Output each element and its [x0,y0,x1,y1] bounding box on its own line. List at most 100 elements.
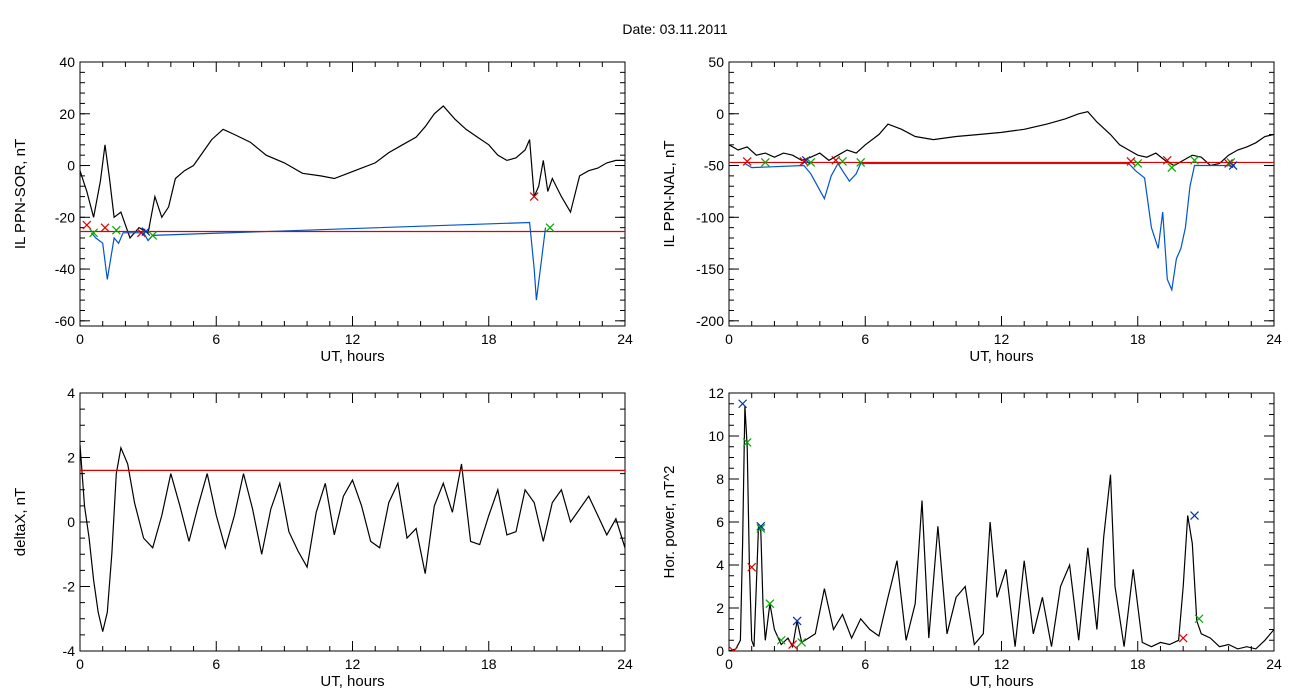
x-tick-label: 18 [1130,331,1146,347]
cross-marker [1190,511,1199,520]
series-line-1 [729,405,1274,651]
cross-stroke [1167,163,1177,173]
cross-marker [1126,156,1136,166]
cross-stroke [1228,161,1238,170]
y-tick-label: 20 [59,106,75,122]
cross-stroke [529,192,539,202]
cross-marker [765,599,775,609]
cross-marker [1167,163,1177,173]
cross-marker [89,228,99,238]
y-tick-label: -2 [63,579,76,595]
cross-stroke [1224,159,1234,168]
cross-marker [1162,155,1172,165]
cross-stroke [742,156,752,166]
cross-marker [756,524,766,533]
y-tick-label: 12 [708,385,724,401]
y-tick-label: -40 [55,261,75,277]
x-tick-label: 24 [617,656,633,672]
y-tick-label: 8 [716,471,724,487]
x-tick-label: 18 [481,656,497,672]
series-line-1 [80,444,625,632]
y-tick-label: 0 [67,158,75,174]
cross-marker [747,562,757,572]
cross-stroke [806,157,816,167]
cross-stroke [760,157,770,167]
cross-marker [760,157,770,167]
y-tick-label: -60 [55,313,75,329]
x-tick-label: 18 [1130,656,1146,672]
cross-stroke [738,399,748,409]
y-tick-label: -150 [696,261,724,277]
cross-marker [529,192,539,202]
series-line-2 [744,162,1234,292]
cross-stroke [756,524,766,533]
series-line-1 [80,105,625,240]
cross-stroke [1190,155,1199,165]
y-tick-label: -100 [696,209,724,225]
cross-stroke [788,640,798,649]
cross-stroke [141,227,151,236]
y-axis-label: IL PPN-NAL, nT [661,141,678,248]
cross-marker [1133,159,1143,168]
cross-stroke [1162,155,1172,165]
cross-marker [141,227,151,236]
cross-stroke [756,521,766,531]
cross-marker [801,155,811,165]
cross-marker [1190,155,1199,165]
x-tick-label: 12 [994,656,1010,672]
cross-marker [1178,633,1188,643]
figure-title: Date: 03.11.2011 [622,21,728,37]
y-tick-label: 0 [716,643,724,659]
x-tick-label: 0 [76,656,84,672]
x-tick-label: 0 [725,656,733,672]
y-tick-label: 0 [67,514,75,530]
cross-stroke [732,646,738,651]
y-tick-label: 40 [59,54,75,70]
cross-marker [776,635,786,645]
y-tick-label: -20 [55,209,75,225]
cross-stroke [111,225,121,235]
cross-marker [545,223,555,233]
y-axis-label: deltaX, nT [12,488,29,556]
x-tick-label: 24 [1266,656,1282,672]
x-axis-label: UT, hours [969,673,1033,690]
cross-stroke [1126,156,1136,166]
cross-marker [148,230,158,240]
x-tick-label: 18 [481,331,497,347]
cross-marker [856,157,866,167]
cross-marker [1194,614,1204,624]
x-tick-label: 0 [76,331,84,347]
y-tick-label: -200 [696,313,724,329]
x-tick-label: 6 [861,331,869,347]
y-tick-label: -4 [63,643,76,659]
cross-marker [806,157,816,167]
plot-area [80,105,625,301]
series-line-1 [729,111,1274,167]
plot-frame [79,61,626,327]
cross-marker [797,637,807,647]
cross-stroke [1178,633,1188,643]
cross-marker [111,225,121,235]
cross-stroke [838,156,847,166]
x-tick-label: 24 [1266,331,1282,347]
y-tick-label: -50 [704,158,724,174]
x-tick-label: 0 [725,331,733,347]
cross-marker [742,438,752,447]
x-tick-label: 12 [345,656,361,672]
cross-marker [1228,161,1238,170]
x-tick-label: 12 [345,331,361,347]
x-axis-label: UT, hours [969,348,1033,365]
y-tick-label: 6 [716,514,724,530]
cross-stroke [545,223,555,233]
x-tick-label: 24 [617,331,633,347]
cross-marker [100,223,110,233]
plot-frame [79,392,626,652]
y-axis-label: IL PPN-SOR, nT [12,139,29,249]
cross-marker [742,156,752,166]
cross-stroke [729,646,735,651]
plot-area [729,111,1274,292]
